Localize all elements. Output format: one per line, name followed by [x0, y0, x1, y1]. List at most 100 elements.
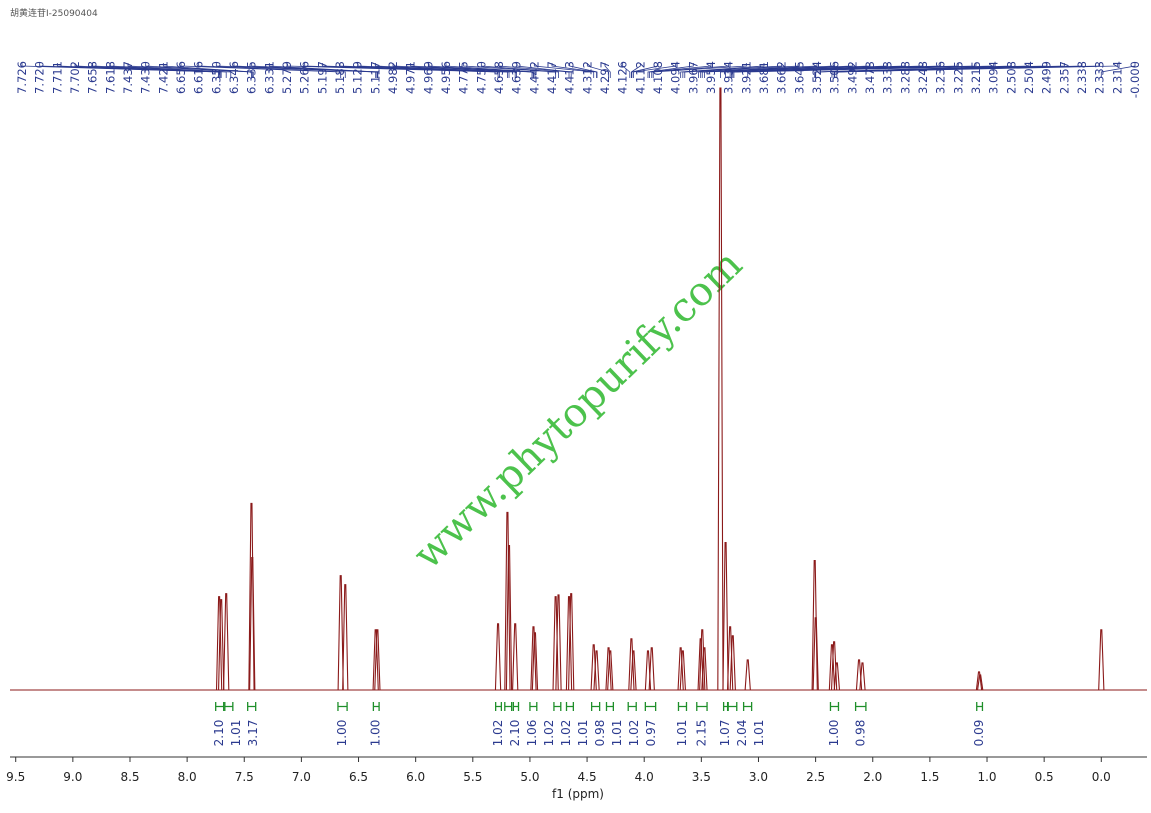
integral-bracket [504, 702, 513, 711]
peak-label: 4.417 [545, 61, 559, 94]
integral-bracket [529, 702, 538, 711]
x-tick-label: 5.5 [463, 770, 482, 784]
peak [744, 659, 751, 691]
peak-label: 4.775 [457, 61, 471, 94]
peak [218, 599, 225, 691]
peak-leader [1100, 63, 1136, 78]
peak [859, 662, 866, 691]
x-tick-label: 8.5 [120, 770, 139, 784]
peak-label: 7.618 [103, 61, 117, 94]
peak-label: 4.442 [527, 61, 541, 94]
peak-label: 2.314 [1110, 61, 1124, 94]
x-tick-label: 0.0 [1092, 770, 1111, 784]
integral-label: 1.02 [559, 720, 573, 747]
x-tick-label: 6.0 [406, 770, 425, 784]
peak-label: 6.346 [227, 61, 241, 94]
peak-label: 4.658 [492, 61, 506, 94]
peak-leader [698, 63, 818, 78]
peak-leader [684, 63, 800, 78]
x-tick-label: 3.5 [692, 770, 711, 784]
peak [374, 629, 381, 691]
peak-label: 5.183 [333, 61, 347, 94]
peak-leader [374, 63, 517, 78]
integral-bracket [372, 702, 380, 711]
peak-label: 5.266 [298, 61, 312, 94]
x-tick-label: 1.0 [977, 770, 996, 784]
peak-label: 2.333 [1093, 61, 1107, 94]
x-tick-label: 5.0 [520, 770, 539, 784]
peak-label: 2.357 [1057, 61, 1071, 94]
peak-leader [631, 63, 659, 78]
peak-label: 7.711 [50, 61, 64, 94]
integral-bracket [677, 702, 688, 711]
peak [372, 629, 379, 691]
peak-label: 6.335 [245, 61, 259, 94]
peak-leader [633, 63, 677, 78]
peak-label: 7.726 [15, 61, 29, 94]
integral-bracket [215, 702, 225, 711]
peak [494, 623, 502, 691]
peak-label: 6.616 [192, 61, 206, 94]
peak-label: 5.117 [368, 61, 382, 94]
integral-bracket [742, 702, 753, 711]
peak-leader [498, 63, 570, 78]
x-tick-label: 2.5 [806, 770, 825, 784]
peak-label: 7.421 [156, 61, 170, 94]
peak-leader [92, 63, 227, 78]
integral-bracket [644, 702, 657, 711]
peak [504, 511, 511, 691]
integral-bracket [627, 702, 637, 711]
peak [555, 594, 562, 691]
peak-label: 4.297 [598, 61, 612, 94]
peak-leader [651, 63, 730, 78]
peak [531, 632, 539, 691]
peak-label: 5.279 [280, 61, 294, 94]
x-tick-label: 8.0 [178, 770, 197, 784]
peak-leader [127, 63, 252, 78]
x-tick-label: 1.5 [920, 770, 939, 784]
peak-label: 7.702 [68, 61, 82, 94]
integral-label: 0.98 [853, 720, 867, 747]
peak-leader [647, 63, 694, 78]
peak-leader [339, 63, 510, 78]
peak-leader [445, 63, 536, 78]
peak [568, 593, 575, 691]
peak-label: 7.720 [33, 61, 47, 94]
x-tick-label: 9.5 [6, 770, 25, 784]
peak-label: 2.499 [1040, 61, 1054, 94]
integral-label: 1.02 [491, 720, 505, 747]
peak [215, 596, 223, 691]
integral-label: 1.02 [627, 720, 641, 747]
peak-label: -0.000 [1128, 61, 1142, 98]
peak-leader [357, 63, 516, 78]
peak-leader [815, 63, 1048, 78]
peak-leader [427, 63, 534, 78]
x-tick-label: 2.0 [863, 770, 882, 784]
x-axis-label: f1 (ppm) [552, 787, 604, 801]
peak-leader [109, 63, 232, 78]
peak-leader [392, 63, 533, 78]
integral-bracket [247, 702, 257, 711]
integral-bracket [605, 702, 615, 711]
peak-label: 7.658 [86, 61, 100, 94]
peak [828, 644, 836, 691]
peak-label: 3.333 [881, 61, 895, 94]
integral-label: 0.98 [593, 720, 607, 747]
peak-leader [682, 63, 783, 78]
peak-label: 4.750 [474, 61, 488, 94]
peak-leader [268, 63, 379, 78]
peak-label: 2.504 [1022, 61, 1036, 94]
peak-leader [622, 63, 631, 78]
peak-leader [198, 63, 346, 78]
peak-leader [180, 63, 342, 78]
peak-leader [747, 63, 995, 78]
chart-title: 胡黄连苷I-25090404 [10, 7, 98, 19]
integral-label: 1.02 [542, 720, 556, 747]
peak [505, 544, 513, 691]
peak-label: 4.956 [439, 61, 453, 94]
peak [812, 617, 819, 691]
x-tick-label: 6.5 [349, 770, 368, 784]
